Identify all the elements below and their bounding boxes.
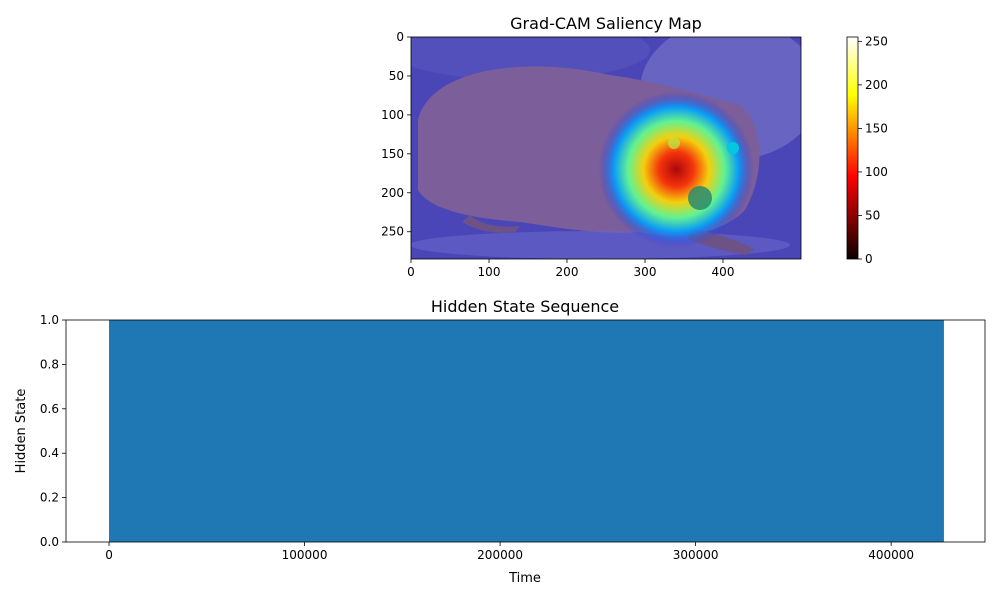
colorbar-y-tick-label: 100 [865,165,888,179]
background-cushion [411,37,650,80]
saliency-hotspot [598,91,755,248]
colorbar-y-tick-label: 50 [865,208,880,222]
sequence-x-axis: 0 100000 200000 300000 400000 [105,542,914,562]
heatmap-x-tick-label: 300 [634,265,657,279]
heatmap-x-tick-label: 400 [712,265,735,279]
colorbar: 0 50 100 150 200 250 [846,34,888,266]
sequence-y-tick-label: 1.0 [40,313,59,327]
sequence-x-tick-label: 200000 [477,548,523,562]
colorbar-gradient [846,36,859,260]
heatmap-y-tick-label: 150 [381,147,404,161]
heatmap-x-axis: 0 100 200 300 400 [407,259,734,279]
heatmap-y-tick-label: 250 [381,225,404,239]
sequence-y-tick-label: 0.6 [40,402,59,416]
sequence-x-axis-label: Time [508,571,541,586]
sequence-x-tick-label: 400000 [868,548,914,562]
sequence-y-tick-label: 0.8 [40,357,59,371]
sequence-y-axis-label: Hidden State [14,389,29,474]
sequence-x-tick-label: 300000 [673,548,719,562]
heatmap-y-axis: 0 50 100 150 200 250 [381,30,411,239]
heatmap-y-tick-label: 50 [389,69,404,83]
colorbar-y-tick-label: 250 [865,34,888,48]
colorbar-ticks: 0 50 100 150 200 250 [858,34,888,266]
saliency-image [411,37,801,259]
colorbar-y-tick-label: 150 [865,121,888,135]
sequence-y-axis: 0.0 0.2 0.4 0.6 0.8 1.0 [40,313,66,549]
saliency-heatmap-panel: Grad-CAM Saliency Map 0 100 200 300 400 0 50 1… [381,14,888,279]
heatmap-y-tick-label: 0 [396,30,404,44]
sequence-y-tick-label: 0.4 [40,446,59,460]
heatmap-y-tick-label: 200 [381,186,404,200]
animal-eye [727,142,739,154]
heatmap-frame [410,36,802,260]
heatmap-x-tick-label: 200 [556,265,579,279]
colorbar-y-tick-label: 0 [865,252,873,266]
sequence-title: Hidden State Sequence [431,297,619,316]
animal-leg [462,215,520,233]
hidden-state-area [109,320,944,542]
animal-nose [688,186,712,210]
colorbar-y-tick-label: 200 [865,78,888,92]
sequence-plot-frame [65,319,986,543]
sequence-x-tick-label: 100000 [282,548,328,562]
hidden-state-panel: Hidden State Sequence 0 100000 200000 30000… [14,297,986,586]
heatmap-title: Grad-CAM Saliency Map [510,14,702,33]
sequence-x-tick-label: 0 [105,548,113,562]
animal-ear [668,137,680,149]
heatmap-x-tick-label: 100 [478,265,501,279]
sequence-y-tick-label: 0.0 [40,535,59,549]
sequence-y-tick-label: 0.2 [40,491,59,505]
heatmap-y-tick-label: 100 [381,108,404,122]
heatmap-x-tick-label: 0 [407,265,415,279]
